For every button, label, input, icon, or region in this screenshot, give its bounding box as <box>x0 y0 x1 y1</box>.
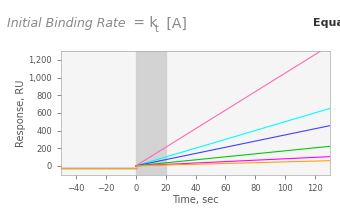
X-axis label: Time, sec: Time, sec <box>172 196 219 206</box>
Y-axis label: Response, RU: Response, RU <box>16 79 26 147</box>
Text: t: t <box>155 24 158 34</box>
Text: Initial Binding Rate: Initial Binding Rate <box>7 17 125 30</box>
Text: = k: = k <box>129 16 158 30</box>
Text: [A]: [A] <box>162 16 186 30</box>
Bar <box>136 51 166 175</box>
Text: Equation 5: Equation 5 <box>313 19 340 28</box>
